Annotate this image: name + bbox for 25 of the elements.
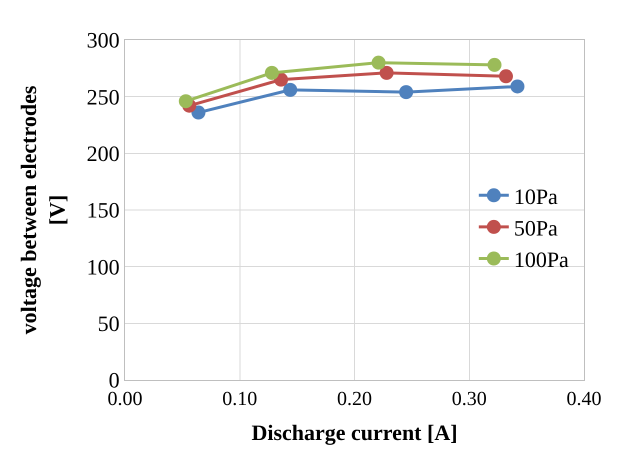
x-tick-label: 0.40 bbox=[566, 388, 602, 410]
point bbox=[372, 56, 386, 70]
y-tick-label: 300 bbox=[86, 28, 120, 53]
x-axis-title: Discharge current [A] bbox=[251, 420, 458, 445]
point bbox=[178, 94, 193, 108]
y-tick-label: 150 bbox=[86, 198, 120, 223]
y-tick-label: 50 bbox=[98, 311, 120, 336]
y-tick-label: 250 bbox=[86, 84, 120, 110]
point bbox=[264, 66, 279, 80]
point bbox=[498, 69, 513, 84]
point bbox=[510, 79, 524, 94]
legend-label: 100Pa bbox=[514, 247, 570, 272]
point bbox=[380, 66, 394, 80]
y-tick-label: 200 bbox=[86, 141, 120, 166]
point bbox=[191, 106, 206, 120]
point bbox=[399, 85, 414, 100]
legend-label: 10Pa bbox=[514, 184, 558, 209]
x-tick-label: 0.10 bbox=[222, 388, 258, 410]
y-tick-label: 100 bbox=[86, 254, 120, 280]
y-axis-title: voltage between electrodes [V] bbox=[16, 85, 70, 334]
x-tick-label: 0.30 bbox=[452, 388, 487, 410]
x-tick-label: 0.20 bbox=[337, 388, 372, 410]
legend-label: 50Pa bbox=[514, 215, 558, 240]
point bbox=[488, 58, 502, 72]
point bbox=[283, 82, 298, 97]
